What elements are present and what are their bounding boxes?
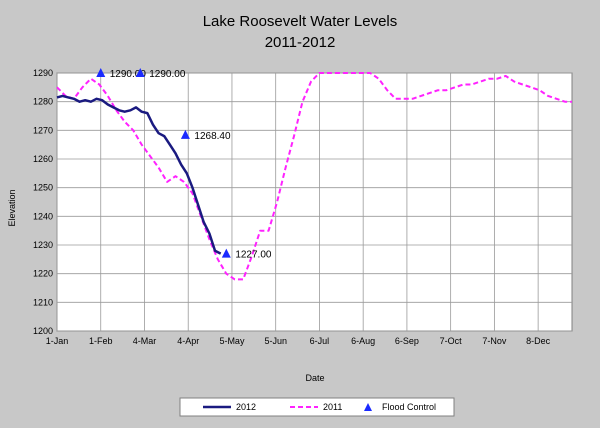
x-tick-label: 7-Nov	[482, 336, 507, 346]
legend: 2012 2011 Flood Control	[179, 397, 455, 417]
x-tick-label: 4-Mar	[133, 336, 157, 346]
series-lines	[56, 72, 572, 281]
y-axis-ticks: 1200 1210 1220 1230 1240 1250 1260 1270 1280 1290	[33, 68, 53, 336]
flood-control-marker	[135, 68, 145, 77]
flood-control-label: 1290.00	[149, 69, 186, 80]
x-axis-ticks: 1-Jan 1-Feb 4-Mar 4-Apr 5-May 5-Jun 6-Jul 6-Aug…	[46, 336, 551, 346]
legend-label-2012: 2012	[236, 402, 256, 412]
x-tick-label: 6-Aug	[351, 336, 375, 346]
y-tick-label: 1220	[33, 269, 53, 279]
y-tick-label: 1240	[33, 211, 53, 221]
flood-control-marker	[221, 248, 231, 258]
series-line-2011	[56, 72, 572, 281]
legend-label-2011: 2011	[323, 402, 342, 412]
flood-control-label: 1227.00	[235, 250, 272, 261]
x-tick-label: 1-Jan	[46, 336, 69, 346]
x-tick-label: 8-Dec	[526, 336, 551, 346]
y-tick-label: 1250	[33, 183, 53, 193]
legend-label-flood-control: Flood Control	[382, 402, 436, 412]
flood-control-marker	[96, 68, 106, 77]
grid-lines	[56, 72, 572, 332]
flood-control-label: 1290.00	[110, 69, 147, 80]
y-axis-title: Elevation	[7, 189, 17, 226]
series-line-2012	[56, 94, 222, 255]
legend-swatch-flood-control	[364, 403, 372, 411]
chart-subtitle: 2011-2012	[265, 34, 336, 51]
y-tick-label: 1260	[33, 154, 53, 164]
chart-title: Lake Roosevelt Water Levels	[203, 13, 398, 30]
x-tick-label: 1-Feb	[89, 336, 113, 346]
x-tick-label: 6-Sep	[395, 336, 419, 346]
y-tick-label: 1230	[33, 240, 53, 250]
x-tick-label: 6-Jul	[310, 336, 330, 346]
x-tick-label: 4-Apr	[177, 336, 199, 346]
flood-control-markers: 1290.00 1290.00 1268.40 1227.00	[96, 68, 272, 261]
y-tick-label: 1270	[33, 125, 53, 135]
y-tick-label: 1280	[33, 97, 53, 107]
y-tick-label: 1290	[33, 68, 53, 78]
x-tick-label: 7-Oct	[440, 336, 463, 346]
flood-control-label: 1268.40	[194, 131, 231, 142]
plot-area	[56, 72, 573, 332]
x-tick-label: 5-Jun	[264, 336, 287, 346]
x-tick-label: 5-May	[219, 336, 245, 346]
flood-control-marker	[180, 129, 190, 139]
y-tick-label: 1200	[33, 326, 53, 336]
x-axis-title: Date	[305, 373, 324, 383]
y-tick-label: 1210	[33, 297, 53, 307]
